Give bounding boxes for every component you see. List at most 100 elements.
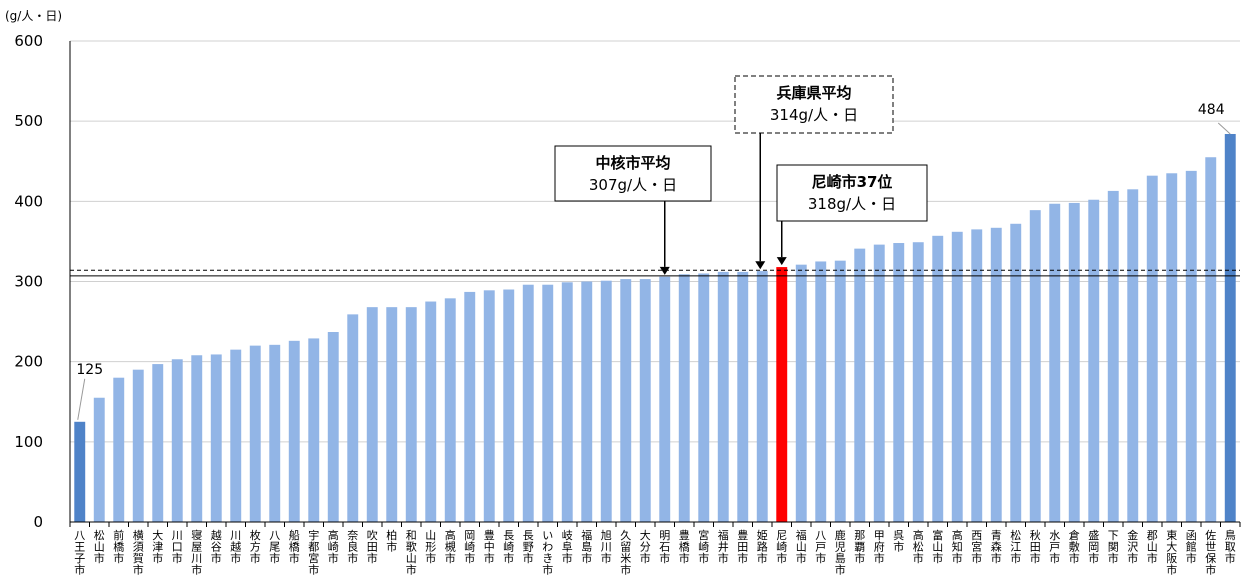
bar: [873, 244, 885, 522]
bar: [1049, 203, 1061, 523]
x-tick-label: 福島市: [581, 528, 592, 565]
x-tick-label: 長野市: [523, 529, 534, 565]
annotation-box: [554, 145, 712, 202]
bar: [386, 307, 398, 522]
bar: [893, 243, 905, 522]
axes: [69, 41, 1241, 527]
bar: [1166, 173, 1178, 522]
x-tick-label: 豊田市: [737, 529, 748, 565]
x-tick-label: いわき市: [542, 529, 553, 577]
bar: [1029, 210, 1041, 522]
x-tick-label: 八王子市: [74, 529, 85, 577]
bar: [269, 344, 281, 522]
x-tick-label: 下関市: [1108, 529, 1119, 565]
bar: [542, 284, 554, 522]
bar: [191, 355, 203, 522]
bar: [74, 421, 86, 522]
x-tick-label: 甲府市: [874, 529, 885, 565]
x-tick-label: 岐阜市: [562, 529, 573, 565]
bar: [1185, 170, 1197, 522]
x-tick-label: 呉市: [893, 529, 904, 554]
x-tick-label: 高槻市: [445, 528, 456, 565]
bar: [1146, 175, 1158, 522]
x-tick-label: 水戸市: [1049, 529, 1060, 565]
bar: [1068, 202, 1080, 522]
x-tick-label: 高松市: [913, 528, 924, 565]
y-tick-label: 400: [14, 192, 43, 210]
annotation-title: 尼崎市37位: [812, 173, 893, 191]
x-tick-label: 和歌山市: [406, 529, 417, 577]
x-tick-label: 松江市: [1010, 528, 1021, 565]
bar: [308, 338, 320, 522]
annotation-box: [734, 75, 894, 134]
y-tick-label: 600: [14, 32, 43, 50]
bar: [971, 229, 983, 522]
data-label-leader: [1217, 122, 1231, 135]
x-tick-label: 富山市: [932, 528, 943, 565]
x-tick-label: 高崎市: [328, 528, 339, 565]
bar: [1205, 157, 1217, 523]
x-tick-label: 八戸市: [815, 529, 826, 565]
y-tick-label: 100: [14, 433, 43, 451]
x-tick-label: 明石市: [659, 529, 670, 565]
y-tick-label: 200: [14, 353, 43, 371]
x-tick-label: 東大阪市: [1166, 529, 1177, 577]
bar: [912, 242, 924, 522]
bar: [1127, 189, 1139, 522]
bar: [483, 290, 495, 522]
bar: [522, 284, 534, 522]
y-tick-label: 500: [14, 112, 43, 130]
bar: [288, 340, 300, 522]
reference-lines: [70, 269, 1240, 277]
x-tick-label: 盛岡市: [1088, 528, 1099, 565]
bar: [795, 264, 807, 522]
bar: [1010, 223, 1022, 522]
bar: [210, 354, 222, 522]
bar: [113, 377, 125, 522]
x-tick-label: 松山市: [94, 528, 105, 565]
x-tick-label: 久留米市: [620, 529, 631, 577]
bar: [698, 273, 710, 522]
data-label: 484: [1198, 102, 1225, 118]
bar: [932, 235, 944, 522]
annotation-value: 314g/人・日: [770, 106, 858, 124]
x-tick-label: 鳥取市: [1225, 528, 1236, 565]
bar: [834, 260, 846, 522]
bar: [756, 271, 768, 522]
x-tick-label: 豊橋市: [679, 529, 690, 565]
x-tick-label: 福山市: [796, 528, 807, 565]
x-tick-label: 宇都宮市: [308, 529, 319, 577]
bar: [503, 289, 515, 522]
bar: [1224, 133, 1236, 523]
x-tick-label: 宮崎市: [698, 528, 709, 565]
data-label-leader: [77, 378, 86, 420]
x-tick-label: 寝屋川市: [191, 528, 202, 577]
x-tick-label: 金沢市: [1127, 528, 1138, 565]
x-tick-label: 枚方市: [250, 528, 261, 565]
x-tick-label: 前橋市: [113, 528, 124, 565]
bar: [347, 314, 359, 522]
x-tick-label: 大津市: [152, 528, 163, 565]
x-tick-label: 高知市: [952, 528, 963, 565]
bar: [600, 280, 612, 522]
x-axis-labels: 八王子市松山市前橋市横須賀市大津市川口市寝屋川市越谷市川越市枚方市八尾市船橋市宇…: [74, 528, 1236, 577]
annotation-title: 中核市平均: [595, 154, 670, 172]
x-tick-label: 越谷市: [211, 528, 222, 565]
bar: [678, 274, 690, 522]
x-tick-label: 川越市: [230, 529, 241, 565]
x-tick-label: 郡山市: [1147, 529, 1158, 565]
bar: [464, 291, 476, 522]
x-tick-label: 倉敷市: [1069, 528, 1080, 565]
y-tick-label: 300: [14, 273, 43, 291]
x-tick-label: 青森市: [991, 529, 1002, 565]
y-axis-unit-label: (g/人・日): [5, 9, 62, 23]
bar: [854, 248, 866, 522]
gridlines: [70, 40, 1240, 443]
bar: [561, 282, 573, 522]
bar: [93, 397, 105, 522]
bar: [776, 267, 788, 522]
x-tick-label: 旭川市: [601, 528, 612, 565]
annotation-box: [776, 164, 928, 222]
